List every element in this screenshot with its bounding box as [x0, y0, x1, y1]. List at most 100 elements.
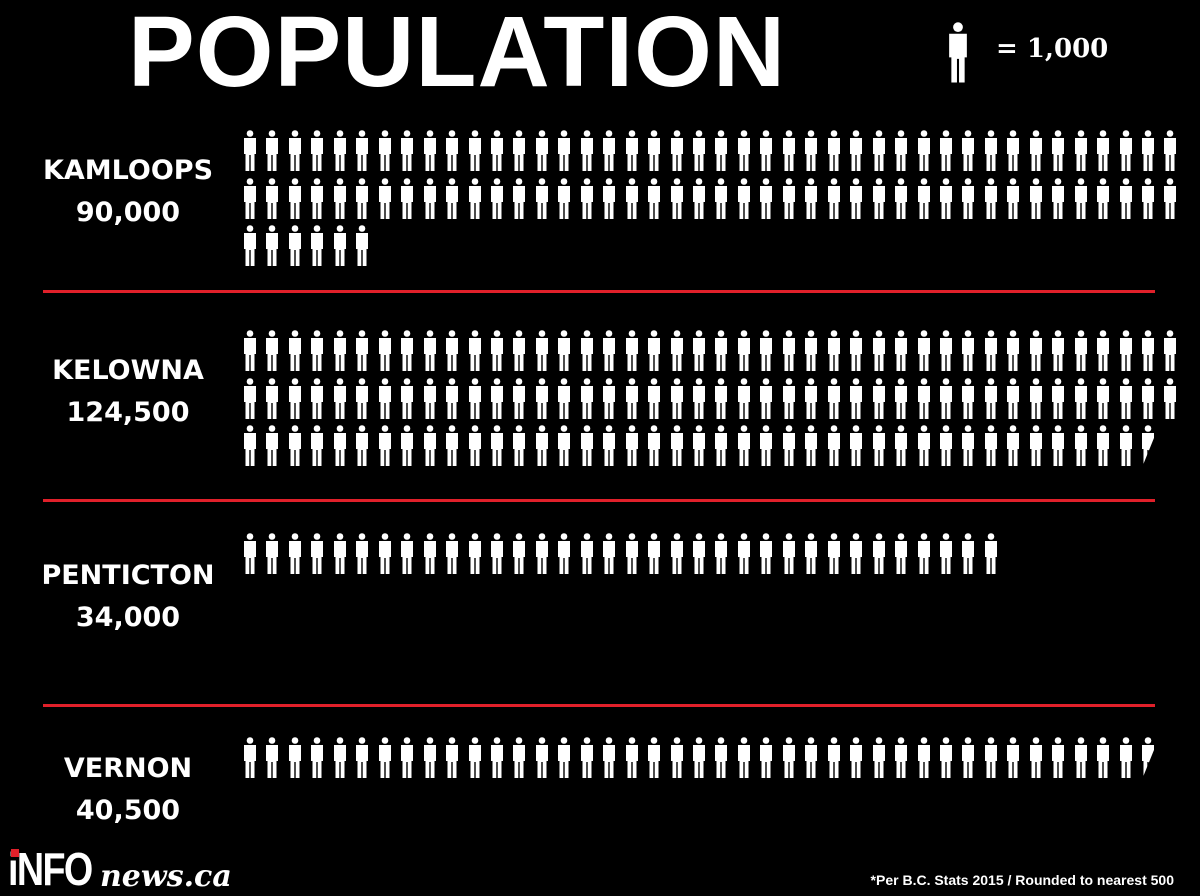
person-icon [603, 425, 616, 466]
person-icon [266, 130, 279, 171]
person-icon [1097, 177, 1110, 219]
person-icon [827, 330, 840, 371]
person-icon [468, 533, 481, 574]
person-icon [1097, 130, 1110, 171]
person-icon [625, 425, 638, 466]
person-icon [1052, 377, 1065, 419]
person-icon [356, 377, 369, 419]
person-icon [917, 330, 930, 371]
person-icon [1007, 377, 1020, 419]
person-icon [805, 737, 818, 778]
category-label: PENTICTON 34,000 [0, 555, 256, 639]
person-icon [401, 130, 414, 171]
divider [43, 290, 1155, 293]
person-icon [939, 130, 952, 171]
person-icon [378, 737, 391, 778]
person-icon [311, 377, 324, 419]
person-icon [446, 377, 459, 419]
person-icon [1142, 330, 1154, 371]
category-name: KELOWNA [52, 355, 204, 386]
person-icon [468, 130, 481, 171]
divider [43, 499, 1155, 502]
person-icon [513, 130, 526, 171]
person-icon [513, 377, 526, 419]
person-icon [513, 177, 526, 219]
person-icon [737, 130, 750, 171]
person-icon [333, 737, 346, 778]
person-icon [266, 533, 279, 574]
person-icon [333, 425, 346, 466]
person-icon [782, 177, 795, 219]
person-icon [984, 425, 997, 466]
person-icon [737, 737, 750, 778]
person-icon [962, 177, 975, 219]
person-icon [1074, 330, 1087, 371]
person-icon [423, 177, 436, 219]
person-icon [1007, 130, 1020, 171]
person-icon [895, 177, 908, 219]
category-name: PENTICTON [41, 560, 215, 591]
person-icon [1007, 330, 1020, 371]
person-icon [625, 737, 638, 778]
person-icon [558, 177, 571, 219]
person-icon [1119, 425, 1132, 466]
person-icon [311, 330, 324, 371]
person-icon [962, 377, 975, 419]
person-icon [378, 425, 391, 466]
person-icon [401, 377, 414, 419]
person-icon [805, 130, 818, 171]
person-icon [962, 737, 975, 778]
person-icon [1029, 330, 1042, 371]
category-label: VERNON 40,500 [0, 748, 256, 832]
person-icon [1007, 737, 1020, 778]
person-icon [805, 533, 818, 574]
person-icon [648, 130, 661, 171]
person-icon [872, 533, 885, 574]
person-icon [311, 130, 324, 171]
person-icon [311, 225, 324, 266]
person-icon [962, 425, 975, 466]
person-icon [939, 377, 952, 419]
person-icon [513, 737, 526, 778]
person-icon [603, 533, 616, 574]
person-icon [827, 130, 840, 171]
person-icon [1007, 425, 1020, 466]
person-icon [244, 177, 256, 219]
person-icon [984, 177, 997, 219]
person-icon [333, 177, 346, 219]
person-icon [356, 177, 369, 219]
person-icon [446, 425, 459, 466]
person-icon [244, 737, 256, 778]
person-icon [558, 377, 571, 419]
person-icon [490, 330, 503, 371]
person-icon [670, 330, 683, 371]
person-icon [288, 130, 301, 171]
person-icon [266, 177, 279, 219]
person-icon [244, 425, 256, 466]
person-icon [288, 425, 301, 466]
person-icon [760, 330, 773, 371]
person-icon [288, 737, 301, 778]
person-icon [715, 737, 728, 778]
person-icon [580, 177, 593, 219]
person-icon [446, 533, 459, 574]
person-icon [715, 330, 728, 371]
person-icon [1142, 177, 1154, 219]
person-icon [1097, 425, 1110, 466]
person-icon [895, 330, 908, 371]
person-icon [760, 533, 773, 574]
person-icon [850, 177, 863, 219]
person-icon [1119, 130, 1132, 171]
person-icon [693, 377, 705, 419]
person-icon [490, 377, 503, 419]
person-icon [670, 177, 683, 219]
person-icon [670, 425, 683, 466]
person-icon [693, 533, 705, 574]
person-icon [333, 377, 346, 419]
person-icon [850, 533, 863, 574]
person-icon [872, 737, 885, 778]
person-icon [693, 737, 705, 778]
person-icon [311, 533, 324, 574]
person-icon [1097, 737, 1110, 778]
person-icon [984, 533, 997, 574]
